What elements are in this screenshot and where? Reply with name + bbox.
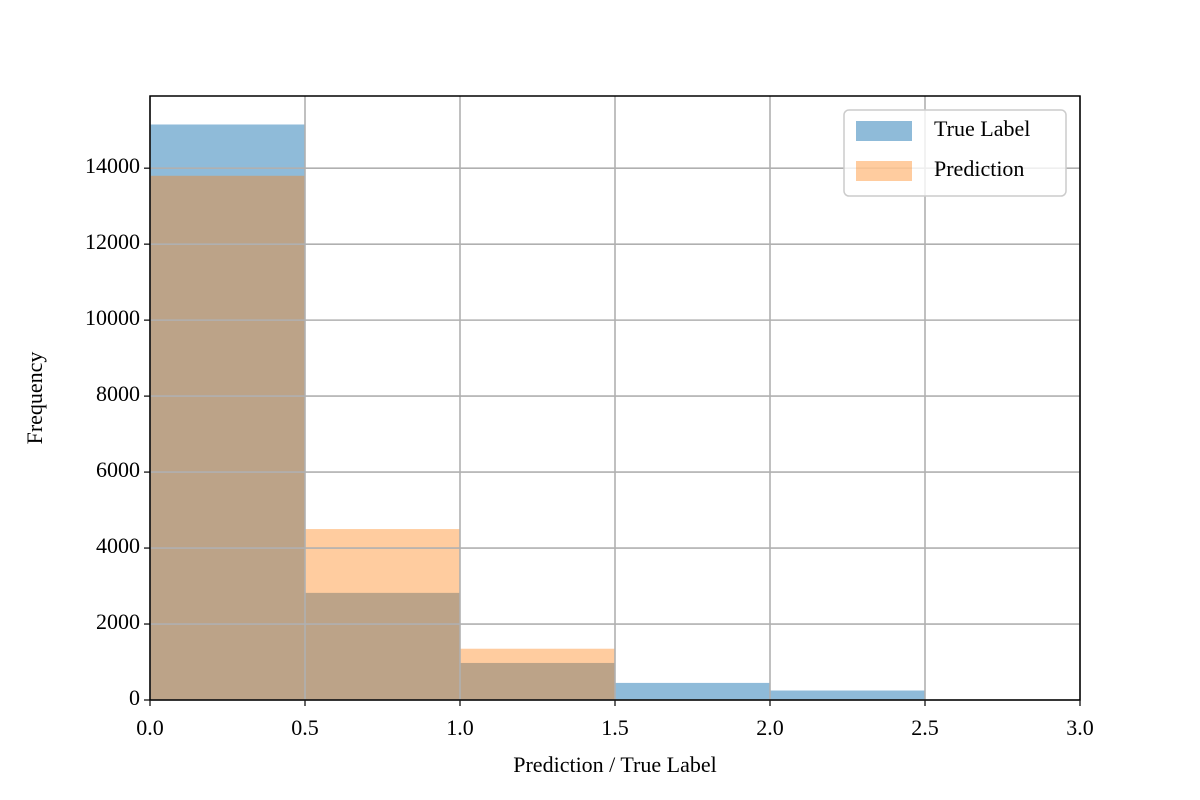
x-axis-label: Prediction / True Label	[513, 752, 716, 777]
legend-swatch	[856, 121, 912, 141]
histogram-bar	[460, 648, 615, 700]
histogram-bar	[150, 124, 305, 701]
histogram-bar	[150, 175, 305, 701]
y-tick-label: 12000	[85, 229, 140, 254]
x-tick-label: 2.5	[911, 715, 939, 740]
y-tick-label: 0	[129, 685, 140, 710]
histogram-bar	[305, 592, 460, 700]
x-tick-label: 1.0	[446, 715, 474, 740]
plot-frame	[149, 95, 1081, 701]
legend-swatch	[856, 161, 912, 181]
x-tick-label: 2.0	[756, 715, 784, 740]
x-tick-label: 0.0	[136, 715, 164, 740]
x-tick-label: 3.0	[1066, 715, 1094, 740]
histogram-bar	[305, 529, 460, 700]
y-tick-label: 4000	[96, 533, 140, 558]
y-tick-label: 2000	[96, 609, 140, 634]
histogram-bar	[770, 690, 925, 700]
x-tick-label: 0.5	[291, 715, 319, 740]
y-axis-label: Frequency	[22, 352, 47, 445]
histogram-bar	[460, 662, 615, 700]
legend-label: Prediction	[934, 156, 1024, 181]
legend-label: True Label	[934, 116, 1030, 141]
y-tick-label: 14000	[85, 153, 140, 178]
y-tick-label: 6000	[96, 457, 140, 482]
y-tick-label: 8000	[96, 381, 140, 406]
histogram-bar	[615, 682, 770, 700]
x-tick-label: 1.5	[601, 715, 629, 740]
y-tick-label: 10000	[85, 305, 140, 330]
